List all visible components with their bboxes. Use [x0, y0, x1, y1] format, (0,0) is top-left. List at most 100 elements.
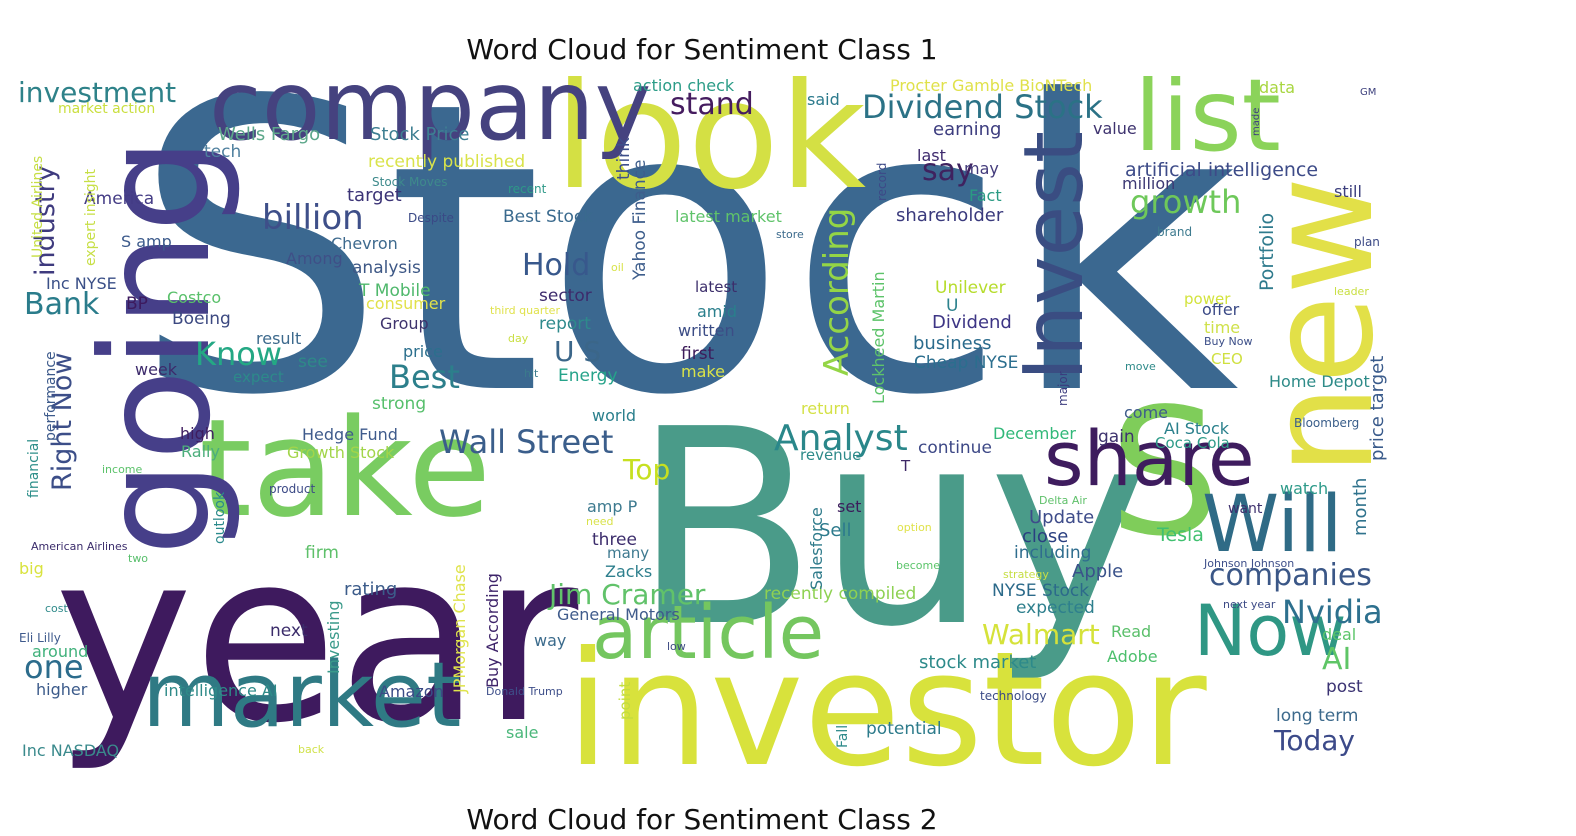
word-watch: watch — [1280, 479, 1329, 498]
word-yahoo-finance: Yahoo Finance — [630, 159, 650, 280]
word-plan: plan — [1354, 235, 1380, 249]
word-hold: Hold — [522, 248, 591, 283]
word-world: world — [592, 406, 637, 425]
word-today: Today — [1274, 724, 1355, 757]
word-cheap-nyse: Cheap NYSE — [914, 353, 1019, 373]
word-higher: higher — [36, 680, 88, 699]
word-inc-nasdaq: Inc NASDAQ — [22, 741, 120, 760]
word-financial: financial — [26, 438, 42, 498]
word-zacks: Zacks — [605, 562, 653, 581]
word-technology: technology — [980, 689, 1047, 703]
word-many: many — [607, 544, 650, 562]
word-income: income — [102, 463, 143, 476]
word-investment: investment — [18, 76, 177, 109]
word-million: million — [1122, 174, 1176, 193]
word-buy-according: Buy According — [483, 573, 502, 688]
word-wall-street: Wall Street — [439, 423, 614, 461]
word-first: first — [681, 344, 715, 364]
word-time: time — [1204, 318, 1241, 337]
word-offer: offer — [1202, 300, 1240, 319]
word-home-depot: Home Depot — [1269, 372, 1370, 391]
word-fact: Fact — [969, 186, 1002, 205]
word-earning: earning — [933, 119, 1002, 140]
word-best: Best — [389, 358, 460, 396]
word-strong: strong — [372, 394, 427, 414]
word-growth-stock: Growth Stock — [287, 443, 395, 462]
word-nyse-stock: NYSE Stock — [992, 581, 1090, 601]
word-share: share — [1044, 414, 1255, 503]
word-oil: oil — [611, 261, 624, 274]
word-written: written — [678, 321, 735, 340]
word-lockheed-martin: Lockheed Martin — [869, 271, 888, 404]
word-t: T — [901, 457, 911, 475]
word-long-term: long term — [1276, 706, 1359, 726]
word-market-action: market action — [58, 101, 156, 117]
word-need: need — [586, 515, 614, 528]
word-coca-cola: Coca Cola — [1155, 434, 1230, 452]
word-among: Among — [286, 249, 343, 268]
word-target: target — [347, 185, 402, 206]
word-december: December — [993, 424, 1076, 443]
word-look: look — [554, 76, 867, 223]
word-result: result — [256, 329, 302, 348]
word-value: value — [1093, 119, 1137, 138]
word-price: price — [403, 342, 443, 361]
word-walmart: Walmart — [982, 618, 1100, 651]
word-come: come — [1124, 403, 1169, 422]
word-leader: leader — [1334, 285, 1369, 298]
word-return: return — [801, 399, 850, 418]
word-adobe: Adobe — [1107, 647, 1158, 666]
word-last: last — [917, 146, 946, 165]
word-intelligence-ai: intelligence AI — [164, 681, 278, 700]
word-one: one — [24, 648, 84, 686]
word-year: year — [54, 502, 579, 768]
word-johnson-johnson: Johnson Johnson — [1204, 557, 1295, 570]
word-week: week — [135, 360, 178, 379]
word-donald-trump: Donald Trump — [486, 685, 563, 698]
word-u: U — [946, 296, 959, 316]
word-month: month — [1350, 477, 1371, 536]
word-top: Top — [623, 453, 671, 486]
word-analyst: Analyst — [774, 418, 908, 459]
word-apple: Apple — [1072, 561, 1124, 582]
word-list: list — [1134, 76, 1281, 174]
word-bloomberg: Bloomberg — [1294, 416, 1360, 430]
word-see: see — [298, 352, 328, 372]
word-post: post — [1326, 677, 1363, 697]
word-according: According — [817, 207, 857, 376]
word-costco: Costco — [167, 288, 222, 307]
word-shareholder: shareholder — [896, 205, 1004, 226]
word-set: set — [837, 497, 862, 516]
word-dividend: Dividend — [932, 312, 1012, 333]
word-option: option — [897, 521, 932, 534]
word-brand: brand — [1157, 225, 1193, 239]
word-continue: continue — [918, 438, 992, 458]
word-energy: Energy — [558, 366, 618, 386]
word-tesla: Tesla — [1157, 524, 1204, 546]
word-expert-insight: expert insight — [83, 168, 99, 266]
word-business: business — [913, 333, 992, 354]
word-sale: sale — [506, 723, 539, 742]
word-record: record — [875, 162, 889, 201]
word-third-quarter: third quarter — [490, 304, 560, 317]
word-s-amp: S amp — [121, 232, 172, 251]
word-buy: Buy — [632, 371, 1149, 686]
word-companies: companies — [1209, 558, 1372, 593]
word-around: around — [32, 642, 89, 661]
word-buy-now: Buy Now — [1204, 335, 1253, 348]
word-jim-cramer: Jim Cramer — [549, 578, 706, 611]
word-back: back — [298, 743, 325, 756]
word-said: said — [807, 90, 840, 109]
word-amazon: Amazon — [379, 682, 444, 701]
word-next: next — [270, 621, 308, 641]
word-point: point — [616, 681, 634, 720]
word-still: still — [1334, 182, 1362, 201]
word-expected: expected — [1016, 598, 1095, 618]
word-product: product — [269, 482, 316, 496]
word-despite: Despite — [408, 211, 454, 225]
word-bp: BP — [126, 294, 148, 314]
word-revenue: revenue — [800, 446, 862, 464]
word-wells-fargo: Wells Fargo — [218, 124, 321, 145]
figure-title-2: Word Cloud for Sentiment Class 2 — [466, 803, 938, 836]
word-stand: stand — [670, 87, 754, 122]
